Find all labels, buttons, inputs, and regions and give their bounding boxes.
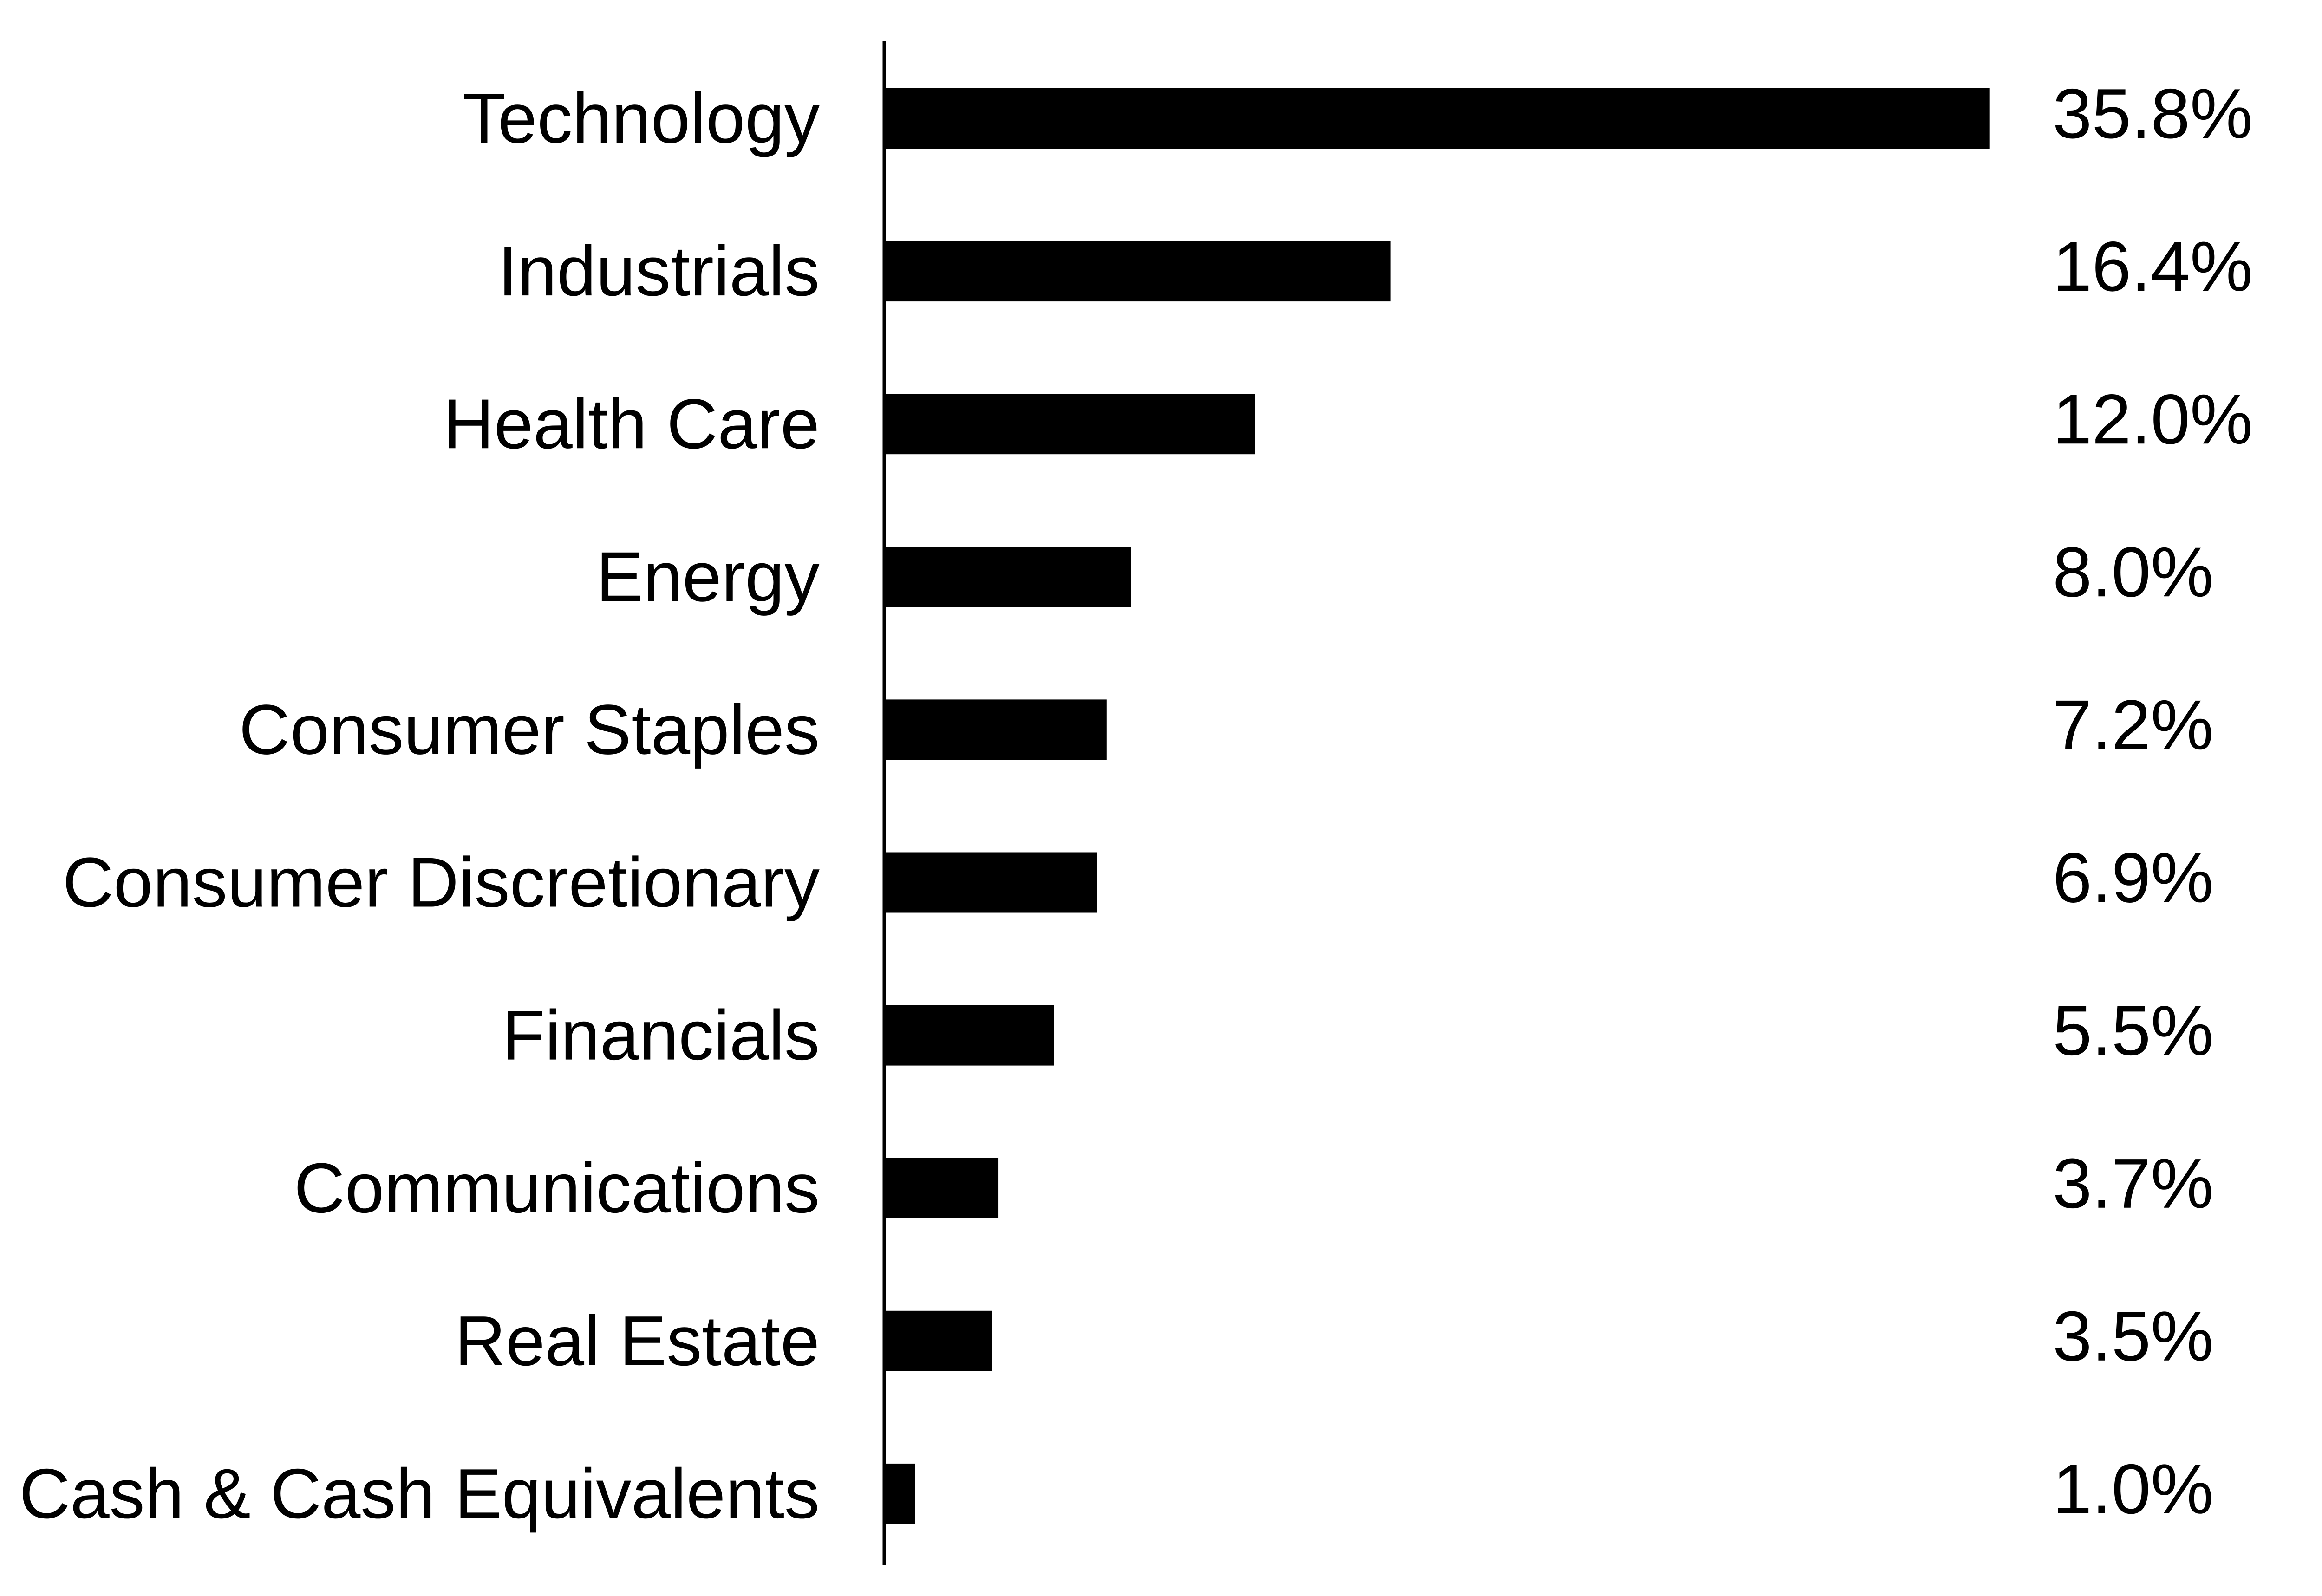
value-label-communications: 3.7% xyxy=(2053,1144,2213,1223)
bar-real-estate xyxy=(884,1310,992,1371)
value-label-cash-and-cash-equivalents: 1.0% xyxy=(2053,1450,2213,1529)
bar-cash-and-cash-equivalents xyxy=(884,1463,915,1524)
category-label-technology: Technology xyxy=(463,79,820,158)
category-label-energy: Energy xyxy=(596,537,820,616)
value-label-technology: 35.8% xyxy=(2053,74,2253,153)
value-label-financials: 5.5% xyxy=(2053,991,2213,1070)
category-label-real-estate: Real Estate xyxy=(455,1302,820,1381)
category-label-financials: Financials xyxy=(502,996,820,1075)
value-label-consumer-staples: 7.2% xyxy=(2053,685,2213,764)
bar-technology xyxy=(884,88,1990,149)
value-label-energy: 8.0% xyxy=(2053,533,2213,612)
category-label-cash-and-cash-equivalents: Cash & Cash Equivalents xyxy=(19,1454,820,1533)
category-label-health-care: Health Care xyxy=(443,384,820,463)
bar-industrials xyxy=(884,241,1391,302)
bars xyxy=(884,88,1990,1524)
category-label-consumer-staples: Consumer Staples xyxy=(239,690,820,769)
category-label-communications: Communications xyxy=(294,1149,820,1228)
value-label-health-care: 12.0% xyxy=(2053,380,2253,459)
value-labels: 35.8% 16.4% 12.0% 8.0% 7.2% 6.9% 5.5% 3.7% 3.5% 1… xyxy=(2053,74,2253,1529)
value-label-consumer-discretionary: 6.9% xyxy=(2053,839,2213,918)
bar-consumer-staples xyxy=(884,699,1107,760)
value-label-real-estate: 3.5% xyxy=(2053,1297,2213,1376)
bar-consumer-discretionary xyxy=(884,852,1097,913)
category-labels: Technology Industrials Health Care Energy Co… xyxy=(19,79,820,1533)
category-label-consumer-discretionary: Consumer Discretionary xyxy=(63,843,820,922)
bar-communications xyxy=(884,1158,999,1218)
bar-energy xyxy=(884,547,1131,607)
category-label-industrials: Industrials xyxy=(498,232,820,311)
bar-financials xyxy=(884,1005,1054,1066)
value-label-industrials: 16.4% xyxy=(2053,227,2253,306)
bar-health-care xyxy=(884,394,1255,455)
